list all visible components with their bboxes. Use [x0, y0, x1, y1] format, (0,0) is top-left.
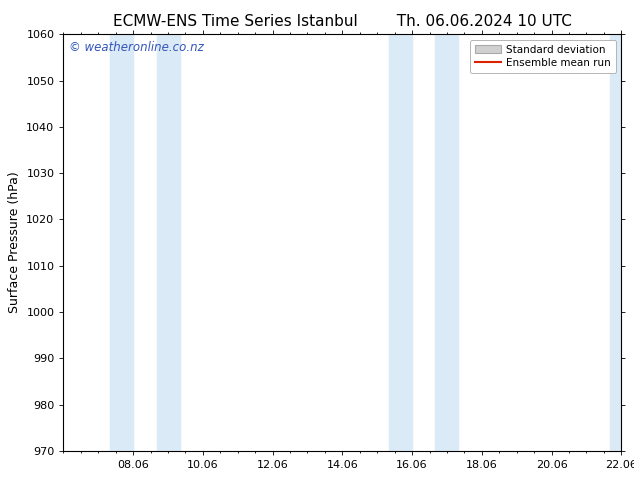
- Text: © weatheronline.co.nz: © weatheronline.co.nz: [69, 41, 204, 53]
- Bar: [436, 34, 458, 451]
- Y-axis label: Surface Pressure (hPa): Surface Pressure (hPa): [8, 172, 21, 314]
- Bar: [389, 34, 412, 451]
- Title: ECMW-ENS Time Series Istanbul        Th. 06.06.2024 10 UTC: ECMW-ENS Time Series Istanbul Th. 06.06.…: [113, 14, 572, 29]
- Bar: [157, 34, 179, 451]
- Bar: [110, 34, 133, 451]
- Legend: Standard deviation, Ensemble mean run: Standard deviation, Ensemble mean run: [470, 40, 616, 73]
- Bar: [610, 34, 621, 451]
